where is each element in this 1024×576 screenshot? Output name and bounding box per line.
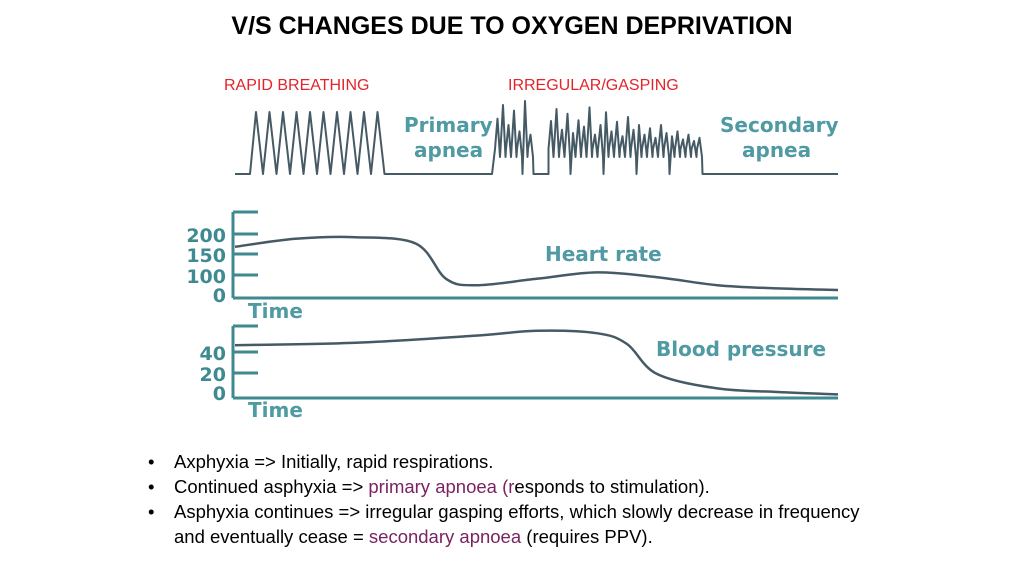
hr-tick-label-150: 150 <box>186 245 226 267</box>
primary-apnea-label-line1: Primary <box>404 113 493 137</box>
blood-pressure-label: Blood pressure <box>656 337 826 361</box>
irregular-gasping-label: IRREGULAR/GASPING <box>508 77 679 94</box>
bullet-text: esponds to stimulation). <box>514 476 710 497</box>
bullet-text: (requires PPV). <box>521 526 653 547</box>
bullet-text: Axphyxia => Initially, rapid respiration… <box>174 451 494 472</box>
bullet-item: • Asphyxia continues => irregular gaspin… <box>148 499 888 549</box>
bullet-item: • Continued asphyxia => primary apnoea (… <box>148 474 888 499</box>
hr-tick-label-100: 100 <box>186 266 226 288</box>
secondary-apnea-label-line1: Secondary <box>720 113 839 137</box>
hr-tick-label-200: 200 <box>186 225 226 247</box>
bullet-list: • Axphyxia => Initially, rapid respirati… <box>148 449 888 549</box>
bullet-item: • Axphyxia => Initially, rapid respirati… <box>148 449 888 474</box>
bp-tick-label-40: 40 <box>200 343 226 365</box>
bullet-dot: • <box>148 451 155 472</box>
heart-rate-axes <box>231 210 838 300</box>
heart-rate-trace <box>234 235 839 292</box>
time-label-hr: Time <box>248 299 303 323</box>
vital-signs-figure: Primary apnea Secondary apnea 200 150 10… <box>186 100 839 422</box>
blood-pressure-axes <box>231 324 838 400</box>
rapid-breathing-label: RAPID BREATHING <box>224 77 370 94</box>
respiration-trace <box>235 100 838 175</box>
bp-tick-label-20: 20 <box>200 364 226 386</box>
secondary-apnea-label-line2: apnea <box>742 138 811 162</box>
heart-rate-label: Heart rate <box>545 242 662 266</box>
primary-apnoea-highlight: primary apnoea (r <box>368 476 515 497</box>
bullet-dot: • <box>148 501 155 522</box>
bullet-dot: • <box>148 476 155 497</box>
secondary-apnoea-highlight: secondary apnoea <box>368 526 522 547</box>
bullet-text: Continued asphyxia => <box>174 476 369 497</box>
hr-tick-label-0: 0 <box>213 285 226 307</box>
time-label-bp: Time <box>248 398 303 422</box>
bullet-text: Asphyxia continues => irregular gasping … <box>174 501 860 547</box>
blood-pressure-trace <box>234 329 839 396</box>
bp-tick-label-0: 0 <box>213 383 226 405</box>
slide-title: V/S CHANGES DUE TO OXYGEN DEPRIVATION <box>231 12 793 40</box>
primary-apnea-label-line2: apnea <box>414 138 483 162</box>
